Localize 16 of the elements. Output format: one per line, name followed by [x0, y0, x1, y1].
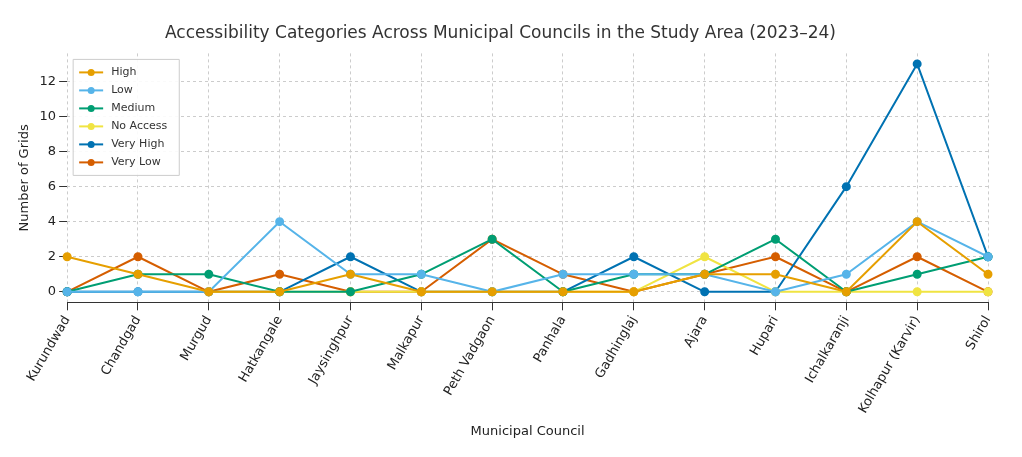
y-tick-label: 8 [47, 142, 57, 158]
legend-label: No Access [111, 119, 168, 133]
chart-title: Accessibility Categories Across Municipal Councils in the Study Area (2023–24) [165, 21, 836, 42]
x-axis-title: Municipal Council [470, 422, 585, 438]
legend-label: High [111, 65, 137, 79]
y-tick-label: 10 [39, 107, 57, 123]
legend-label: Very High [111, 137, 165, 151]
y-tick-label: 2 [47, 248, 57, 264]
y-axis-title: Number of Grids [16, 124, 32, 232]
legend-label: Low [111, 83, 133, 97]
y-tick-label: 4 [47, 213, 57, 229]
y-tick-label: 0 [47, 283, 57, 299]
y-tick-label: 12 [39, 72, 57, 88]
y-tick-label: 6 [47, 178, 57, 193]
legend-label: Medium [111, 101, 156, 115]
legend-label: Very Low [111, 155, 161, 169]
